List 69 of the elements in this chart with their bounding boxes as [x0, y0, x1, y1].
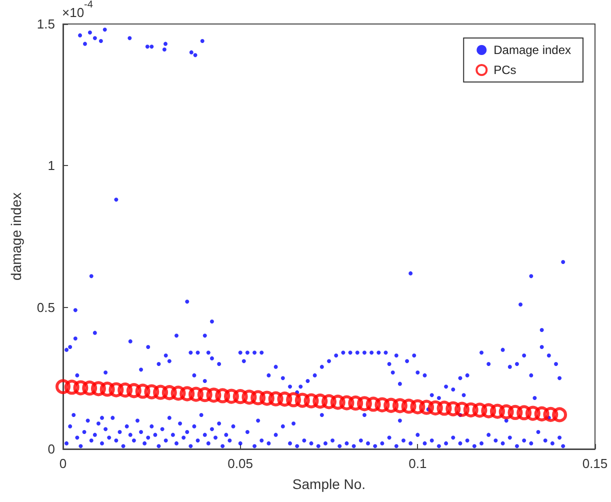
point: [401, 398, 416, 414]
point: [384, 398, 399, 413]
point: [516, 405, 532, 420]
point: [73, 380, 88, 396]
point: [446, 401, 461, 416]
point: [339, 395, 354, 410]
point: [419, 400, 434, 415]
point: [392, 398, 408, 414]
point: [286, 392, 302, 408]
x-axis-title: Sample No.: [292, 476, 366, 492]
point: [180, 386, 195, 402]
point: [259, 390, 274, 406]
x-tick-label: 0.1: [408, 456, 427, 471]
point: [410, 399, 426, 414]
point: [454, 402, 470, 417]
point: [304, 393, 319, 408]
point: [322, 394, 336, 410]
point: [250, 390, 266, 406]
y-tick-label: 1.5: [36, 16, 55, 32]
point: [144, 384, 160, 400]
point: [374, 397, 390, 412]
point: [90, 381, 106, 396]
point: [56, 379, 70, 394]
point: [436, 400, 452, 416]
point: [153, 384, 168, 400]
point: [552, 407, 568, 422]
point: [232, 389, 248, 404]
point: [64, 380, 80, 395]
point: [543, 406, 558, 422]
y-tick-label: 0: [48, 442, 55, 456]
point: [170, 386, 186, 401]
point: [224, 388, 239, 404]
point: [508, 404, 523, 420]
point: [330, 394, 346, 410]
point: [490, 404, 505, 419]
x-tick-label: 0: [59, 456, 67, 471]
point: [356, 396, 372, 412]
point: [463, 402, 478, 418]
point: [268, 391, 284, 406]
point: [215, 388, 230, 404]
point: [428, 400, 443, 416]
point: [162, 385, 177, 400]
point: [100, 382, 115, 397]
y-tick-label: 1: [48, 158, 55, 174]
point: [108, 382, 124, 398]
legend-label: Damage index: [494, 43, 572, 57]
point: [82, 380, 98, 396]
point: [118, 382, 133, 398]
y-axis-title: damage index: [8, 192, 24, 280]
point: [472, 402, 488, 418]
legend-label: PCs: [494, 63, 516, 77]
point: [498, 404, 514, 420]
x-tick-label: 0.15: [582, 456, 608, 471]
point: [135, 384, 150, 399]
point: [197, 387, 212, 402]
point: [206, 388, 222, 403]
point: [525, 406, 540, 421]
point: [348, 396, 364, 411]
y-tick-label: 0.5: [36, 300, 55, 315]
point: [242, 390, 257, 405]
point: [312, 394, 328, 409]
point: [277, 392, 292, 407]
point: [481, 403, 496, 418]
point: [366, 396, 381, 412]
point: [294, 392, 310, 408]
point: [534, 406, 550, 422]
x-tick-label: 0.05: [228, 456, 253, 471]
point: [126, 383, 142, 398]
point: [188, 386, 204, 402]
